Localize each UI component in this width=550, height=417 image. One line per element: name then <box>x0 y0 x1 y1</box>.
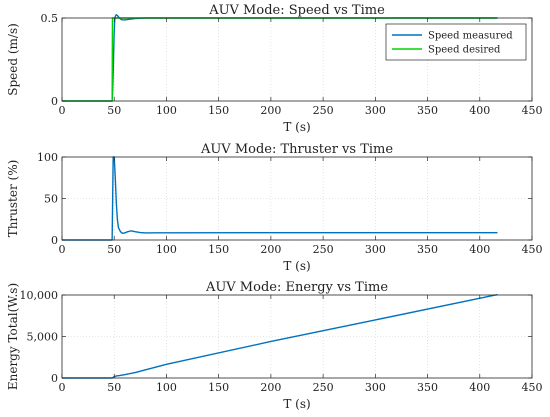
y-tick-label: 0 <box>51 372 58 385</box>
speed-chart: 0 50 100 150 200 250 300 350 400 450 0 0.5 AUV Mode:… <box>6 3 543 134</box>
x-tick-label: 150 <box>208 104 229 117</box>
chart-title: AUV Mode: Speed vs Time <box>208 3 385 18</box>
x-tick-label: 0 <box>59 243 66 256</box>
x-tick-label: 250 <box>313 104 334 117</box>
legend-label-1: Speed desired <box>428 45 501 56</box>
legend-box <box>385 23 527 61</box>
x-tick-label: 350 <box>417 243 438 256</box>
x-tick-label: 100 <box>156 104 177 117</box>
series-line-0 <box>62 293 498 379</box>
x-tick-label: 250 <box>313 243 334 256</box>
thruster-chart: 0 50 100 150 200 250 300 350 400 450 0 50 100 AUV Mod… <box>6 142 543 273</box>
x-tick-label: 450 <box>522 381 543 394</box>
energy-chart: 0 50 100 150 200 250 300 350 400 450 0 5,000 10,000 A… <box>6 280 543 411</box>
x-axis-label: T (s) <box>283 397 310 411</box>
axes-frame <box>61 17 533 102</box>
x-tick-label: 50 <box>107 104 121 117</box>
y-tick-label: 0.5 <box>41 12 59 25</box>
chart-title: AUV Mode: Energy vs Time <box>205 280 388 295</box>
x-tick-label: 400 <box>469 104 490 117</box>
x-tick-label: 0 <box>59 381 66 394</box>
x-tick-label: 400 <box>469 243 490 256</box>
x-tick-label: 100 <box>156 381 177 394</box>
x-tick-label: 150 <box>208 381 229 394</box>
x-tick-label: 100 <box>156 243 177 256</box>
y-tick-label: 5,000 <box>27 331 59 344</box>
x-tick-label: 400 <box>469 381 490 394</box>
x-tick-label: 250 <box>313 381 334 394</box>
x-tick-label: 50 <box>107 381 121 394</box>
y-tick-label: 0 <box>51 234 58 247</box>
x-axis-label: T (s) <box>283 120 310 134</box>
y-tick-label: 10,000 <box>20 289 59 302</box>
y-axis-label: Thruster (%) <box>6 160 20 238</box>
x-tick-label: 450 <box>522 104 543 117</box>
chart-title: AUV Mode: Thruster vs Time <box>200 142 393 157</box>
y-tick-label: 0 <box>51 95 58 108</box>
x-tick-label: 150 <box>208 243 229 256</box>
x-tick-label: 50 <box>107 243 121 256</box>
x-tick-label: 350 <box>417 381 438 394</box>
x-tick-label: 200 <box>260 243 281 256</box>
x-tick-label: 300 <box>365 381 386 394</box>
legend-label-0: Speed measured <box>428 31 513 42</box>
y-tick-label: 50 <box>44 193 58 206</box>
x-tick-label: 200 <box>260 104 281 117</box>
x-axis-label: T (s) <box>283 259 310 273</box>
x-tick-label: 0 <box>59 104 66 117</box>
legend: Speed measured Speed desired <box>385 23 527 61</box>
x-tick-label: 200 <box>260 381 281 394</box>
x-tick-label: 300 <box>365 104 386 117</box>
x-tick-label: 350 <box>417 104 438 117</box>
x-tick-label: 450 <box>522 243 543 256</box>
y-axis-label: Energy Total(W.s) <box>6 283 20 390</box>
y-tick-label: 100 <box>37 151 58 164</box>
x-tick-label: 300 <box>365 243 386 256</box>
y-axis-label: Speed (m/s) <box>6 23 20 96</box>
